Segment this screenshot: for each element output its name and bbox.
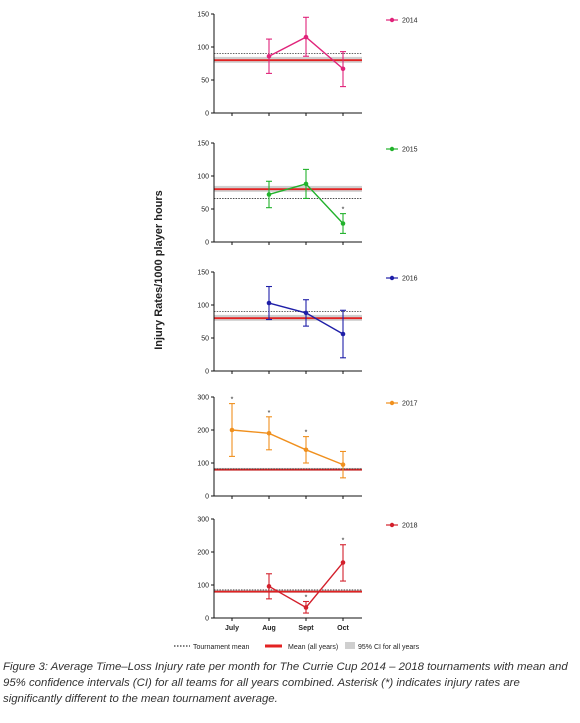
- panel-2015: 0 50 100 150 * 2015: [197, 141, 417, 247]
- data-point-2014-Sept: [303, 34, 309, 40]
- data-point-2017-July: [229, 427, 235, 433]
- x-tick-label-July: July: [225, 625, 239, 632]
- significance-asterisk-2017-July: *: [231, 397, 234, 404]
- legend-marker-2017: [389, 400, 395, 406]
- x-tick-label-Aug: Aug: [262, 625, 276, 632]
- legend-mean-all-years-label: Mean (all years): [288, 644, 338, 651]
- y-tick-label-2015-100: 100: [197, 174, 209, 181]
- legend-marker-2016: [389, 275, 395, 281]
- injury-rate-figure: Injury Rates/1000 player hours 0 50 100 150…: [153, 12, 420, 652]
- data-point-2015-Sept: [303, 181, 309, 187]
- y-tick-label-2018-300: 300: [197, 517, 209, 524]
- panel-2018: 0 100 200 300 * * 2018: [197, 517, 417, 623]
- y-axis-label: Injury Rates/1000 player hours: [153, 190, 165, 350]
- legend-marker-2018: [389, 522, 395, 528]
- y-tick-label-2015-50: 50: [201, 207, 209, 214]
- y-tick-label-2016-150: 150: [197, 270, 209, 277]
- legend-label-2018: 2018: [402, 523, 418, 530]
- legend-tournament-mean-label: Tournament mean: [193, 644, 250, 651]
- x-tick-label-Oct: Oct: [337, 625, 349, 632]
- chart-panels: 0 50 100 150 2014 0 50 100 150 * 2015 0 50 100 150 2016…: [197, 12, 417, 633]
- y-tick-label-2018-100: 100: [197, 583, 209, 590]
- y-tick-label-2017-300: 300: [197, 395, 209, 402]
- legend-label-2017: 2017: [402, 401, 418, 408]
- y-tick-label-2014-0: 0: [205, 111, 209, 118]
- data-point-2016-Sept: [303, 310, 309, 316]
- legend-label-2015: 2015: [402, 147, 418, 154]
- y-tick-label-2016-0: 0: [205, 369, 209, 376]
- data-point-2016-Aug: [266, 300, 272, 306]
- y-tick-label-2016-50: 50: [201, 336, 209, 343]
- legend-marker-2014: [389, 17, 395, 23]
- data-point-2015-Aug: [266, 192, 272, 197]
- data-point-2014-Oct: [340, 66, 346, 72]
- y-tick-label-2014-150: 150: [197, 12, 209, 19]
- panel-2014: 0 50 100 150 2014: [197, 12, 417, 118]
- y-tick-label-2015-150: 150: [197, 141, 209, 148]
- data-point-2017-Aug: [266, 431, 272, 436]
- significance-asterisk-2018-Oct: *: [342, 538, 345, 545]
- data-point-2015-Oct: [340, 221, 346, 226]
- data-point-2018-Sept: [303, 605, 309, 610]
- y-tick-label-2017-0: 0: [205, 494, 209, 501]
- panel-2017: 0 100 200 300 * * * 2017: [197, 395, 417, 501]
- y-tick-label-2018-0: 0: [205, 616, 209, 623]
- significance-asterisk-2017-Sept: *: [305, 430, 308, 437]
- data-point-2018-Aug: [266, 584, 272, 589]
- data-point-2017-Sept: [303, 447, 309, 453]
- panel-2016: 0 50 100 150 2016: [197, 270, 417, 376]
- data-point-2014-Aug: [266, 53, 272, 59]
- legend-marker-2015: [389, 146, 395, 152]
- significance-asterisk-2015-Oct: *: [342, 207, 345, 214]
- y-tick-label-2014-100: 100: [197, 45, 209, 52]
- y-tick-label-2014-50: 50: [201, 78, 209, 85]
- legend-ci-label: 95% CI for all years: [358, 644, 420, 651]
- legend-ci-swatch: [345, 642, 355, 649]
- y-tick-label-2017-200: 200: [197, 428, 209, 435]
- series-line-2017: [231, 429, 344, 466]
- figure-caption: Figure 3: Average Time–Loss Injury rate …: [3, 661, 568, 705]
- x-tick-label-Sept: Sept: [298, 625, 314, 632]
- significance-asterisk-2017-Aug: *: [268, 410, 271, 417]
- data-point-2016-Oct: [340, 331, 346, 337]
- y-tick-label-2018-200: 200: [197, 550, 209, 557]
- data-point-2018-Oct: [340, 560, 346, 565]
- y-tick-label-2017-100: 100: [197, 461, 209, 468]
- legend-label-2014: 2014: [402, 18, 418, 25]
- y-tick-label-2016-100: 100: [197, 303, 209, 310]
- data-point-2017-Oct: [340, 462, 346, 467]
- legend-label-2016: 2016: [402, 276, 418, 283]
- significance-asterisk-2018-Sept: *: [305, 595, 308, 602]
- legend: Tournament mean Mean (all years) 95% CI …: [174, 642, 420, 651]
- y-tick-label-2015-0: 0: [205, 240, 209, 247]
